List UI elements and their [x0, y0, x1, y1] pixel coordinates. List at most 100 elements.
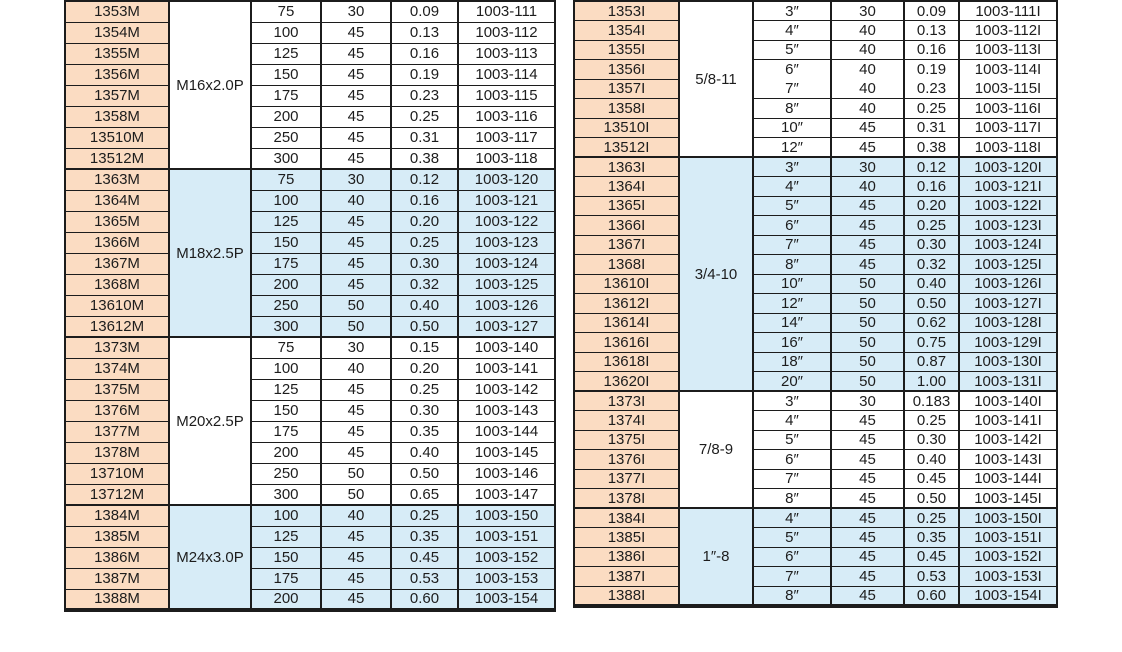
weight-cell: 0.20: [390, 357, 459, 380]
table-row: 1353M M16x2.0P 75 30 0.09 1003-111: [64, 0, 556, 170]
order-no-cell: 1003-114I: [958, 59, 1058, 79]
width-cell: 45: [830, 468, 905, 489]
part-number-cell: 13712M: [64, 483, 170, 506]
order-no-cell: 1003-112I: [958, 20, 1058, 41]
length-cell: 7″: [752, 566, 832, 587]
part-number-cell: 13512M: [64, 147, 170, 170]
order-no-cell: 1003-152: [457, 546, 556, 569]
order-no-cell: 1003-113: [457, 42, 556, 65]
part-number-cell: 13510M: [64, 126, 170, 149]
width-cell: 45: [320, 567, 392, 590]
part-number-cell: 1375I: [573, 429, 680, 450]
table-row: 1385M 125 45 0.35 1003-151: [64, 525, 556, 548]
width-cell: 45: [320, 441, 392, 464]
length-cell: 6″: [752, 215, 832, 236]
order-no-cell: 1003-144: [457, 420, 556, 443]
weight-cell: 0.32: [390, 273, 459, 296]
weight-cell: 0.30: [903, 429, 960, 450]
weight-cell: 0.09: [390, 0, 459, 23]
length-cell: 250: [250, 126, 322, 149]
width-cell: 45: [320, 378, 392, 401]
weight-cell: 0.15: [390, 336, 459, 359]
order-no-cell: 1003-118: [457, 147, 556, 170]
width-cell: 40: [320, 189, 392, 212]
part-number-cell: 1374M: [64, 357, 170, 380]
weight-cell: 0.183: [903, 390, 960, 411]
weight-cell: 0.35: [390, 525, 459, 548]
weight-cell: 0.09: [903, 0, 960, 21]
length-cell: 125: [250, 525, 322, 548]
thread-size-cell: M20x2.5P: [168, 336, 252, 506]
table-row: 1377M 175 45 0.35 1003-144: [64, 420, 556, 443]
width-cell: 45: [830, 254, 905, 275]
table-row: 1356I 6″ 40 0.19 1003-114I: [573, 59, 1058, 80]
table-row: 1387I 7″ 45 0.53 1003-153I: [573, 566, 1058, 587]
table-row: 1373I 7/8-9 3″ 30 0.183 1003-140I: [573, 390, 1058, 509]
width-cell: 45: [830, 488, 905, 509]
width-cell: 50: [830, 312, 905, 333]
width-cell: 30: [830, 156, 905, 177]
table-row: 1377I 7″ 45 0.45 1003-144I: [573, 468, 1058, 489]
weight-cell: 0.65: [390, 483, 459, 506]
length-cell: 4″: [752, 20, 832, 41]
width-cell: 45: [830, 215, 905, 236]
weight-cell: 0.23: [390, 84, 459, 107]
weight-cell: 0.32: [903, 254, 960, 275]
length-cell: 7″: [752, 468, 832, 489]
thread-size-cell: M16x2.0P: [168, 0, 252, 170]
width-cell: 50: [830, 293, 905, 314]
width-cell: 40: [830, 59, 905, 79]
width-cell: 45: [830, 585, 905, 606]
table-row: 1365I 5″ 45 0.20 1003-122I: [573, 195, 1058, 216]
width-cell: 45: [830, 546, 905, 567]
order-no-cell: 1003-143I: [958, 449, 1058, 470]
order-no-cell: 1003-116I: [958, 98, 1058, 119]
table-row: 13610M 250 50 0.40 1003-126: [64, 294, 556, 317]
weight-cell: 0.75: [903, 332, 960, 353]
order-no-cell: 1003-152I: [958, 546, 1058, 567]
length-cell: 18″: [752, 351, 832, 372]
length-cell: 125: [250, 210, 322, 233]
part-number-cell: 1375M: [64, 378, 170, 401]
length-cell: 8″: [752, 98, 832, 119]
part-number-cell: 1377I: [573, 468, 680, 489]
table-row: 1363M M18x2.5P 75 30 0.12 1003-120: [64, 168, 556, 338]
weight-cell: 0.40: [903, 273, 960, 294]
order-no-cell: 1003-127: [457, 315, 556, 338]
weight-cell: 0.45: [390, 546, 459, 569]
table-row: 1367I 7″ 45 0.30 1003-124I: [573, 234, 1058, 255]
table-row: 1385I 5″ 45 0.35 1003-151I: [573, 527, 1058, 548]
weight-cell: 0.38: [903, 137, 960, 158]
weight-cell: 0.25: [903, 410, 960, 431]
weight-cell: 0.60: [903, 585, 960, 606]
table-row: 1356M 150 45 0.19 1003-114: [64, 63, 556, 86]
part-number-cell: 1387M: [64, 567, 170, 590]
part-number-cell: 1388I: [573, 585, 680, 606]
weight-cell: 0.60: [390, 588, 459, 611]
part-number-cell: 1377M: [64, 420, 170, 443]
width-cell: 30: [830, 390, 905, 411]
table-row: 1353I 5/8-11 3″ 30 0.09 1003-111I: [573, 0, 1058, 158]
table-row: 1363I 3/4-10 3″ 30 0.12 1003-120I: [573, 156, 1058, 392]
order-no-cell: 1003-125I: [958, 254, 1058, 275]
weight-cell: 0.16: [390, 189, 459, 212]
length-cell: 16″: [752, 332, 832, 353]
length-cell: 250: [250, 294, 322, 317]
weight-cell: 0.30: [390, 399, 459, 422]
width-cell: 45: [320, 420, 392, 443]
order-no-cell: 1003-123: [457, 231, 556, 254]
table-row: 1386M 150 45 0.45 1003-152: [64, 546, 556, 569]
order-no-cell: 1003-122: [457, 210, 556, 233]
weight-cell: 0.45: [903, 468, 960, 489]
width-cell: 40: [830, 98, 905, 119]
weight-cell: 0.25: [390, 378, 459, 401]
table-row: 13616I 16″ 50 0.75 1003-129I: [573, 332, 1058, 353]
order-no-cell: 1003-153I: [958, 566, 1058, 587]
width-cell: 45: [320, 525, 392, 548]
length-cell: 10″: [752, 117, 832, 138]
order-no-cell: 1003-126I: [958, 273, 1058, 294]
part-number-cell: 1385I: [573, 527, 680, 548]
length-cell: 12″: [752, 137, 832, 158]
part-number-cell: 13618I: [573, 351, 680, 372]
order-no-cell: 1003-116: [457, 105, 556, 128]
